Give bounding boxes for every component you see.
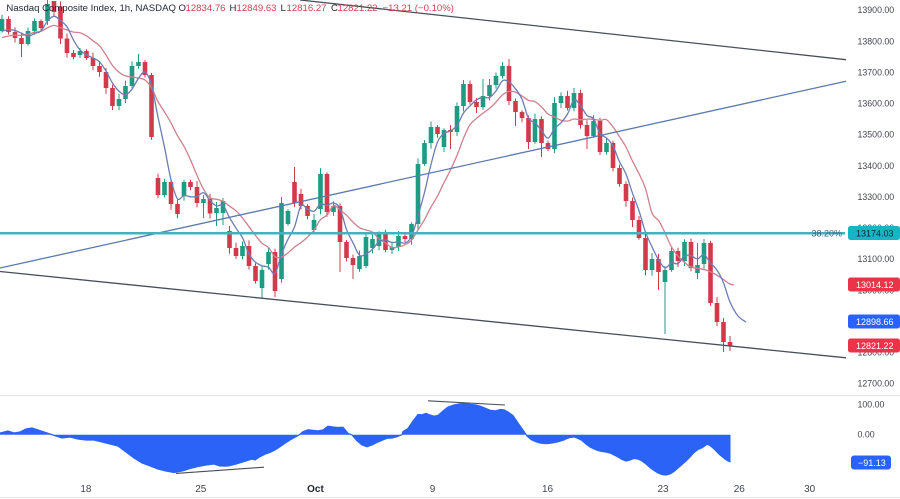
svg-text:30: 30 bbox=[804, 484, 816, 495]
svg-text:O: O bbox=[179, 3, 186, 14]
svg-text:Oct: Oct bbox=[307, 484, 324, 495]
svg-text:16: 16 bbox=[542, 484, 554, 495]
svg-text:13014.12: 13014.12 bbox=[856, 280, 894, 290]
svg-text:13400.00: 13400.00 bbox=[858, 161, 895, 171]
svg-text:38.20%: 38.20% bbox=[811, 228, 842, 238]
svg-text:L: L bbox=[281, 3, 287, 14]
svg-text:23: 23 bbox=[657, 484, 669, 495]
svg-text:H: H bbox=[230, 3, 237, 14]
svg-text:12898.66: 12898.66 bbox=[856, 317, 894, 327]
svg-text:12821.22: 12821.22 bbox=[856, 341, 894, 351]
svg-text:13600.00: 13600.00 bbox=[858, 99, 895, 109]
svg-text:9: 9 bbox=[430, 484, 436, 495]
svg-text:26: 26 bbox=[734, 484, 746, 495]
svg-text:12849.63: 12849.63 bbox=[237, 3, 277, 14]
svg-text:−13.21 (−0.10%): −13.21 (−0.10%) bbox=[383, 3, 454, 14]
svg-text:Nasdaq Composite Index, 1h, NA: Nasdaq Composite Index, 1h, NASDAQ bbox=[6, 3, 176, 14]
svg-text:12834.76: 12834.76 bbox=[186, 3, 226, 14]
svg-text:12816.27: 12816.27 bbox=[287, 3, 327, 14]
svg-text:13500.00: 13500.00 bbox=[858, 130, 895, 140]
svg-text:0.00: 0.00 bbox=[858, 430, 875, 440]
svg-text:13174.03: 13174.03 bbox=[856, 228, 894, 238]
svg-text:13700.00: 13700.00 bbox=[858, 68, 895, 78]
svg-text:13100.00: 13100.00 bbox=[858, 254, 895, 264]
svg-text:18: 18 bbox=[80, 484, 92, 495]
svg-text:100.00: 100.00 bbox=[858, 399, 885, 409]
svg-text:12700.00: 12700.00 bbox=[858, 379, 895, 389]
svg-text:12800.00: 12800.00 bbox=[858, 348, 895, 358]
svg-text:12821.22: 12821.22 bbox=[338, 3, 378, 14]
svg-text:−91.13: −91.13 bbox=[858, 458, 886, 468]
svg-text:13900.00: 13900.00 bbox=[858, 5, 895, 15]
svg-text:13300.00: 13300.00 bbox=[858, 192, 895, 202]
svg-text:13800.00: 13800.00 bbox=[858, 36, 895, 46]
svg-text:C: C bbox=[331, 3, 338, 14]
svg-text:25: 25 bbox=[195, 484, 207, 495]
